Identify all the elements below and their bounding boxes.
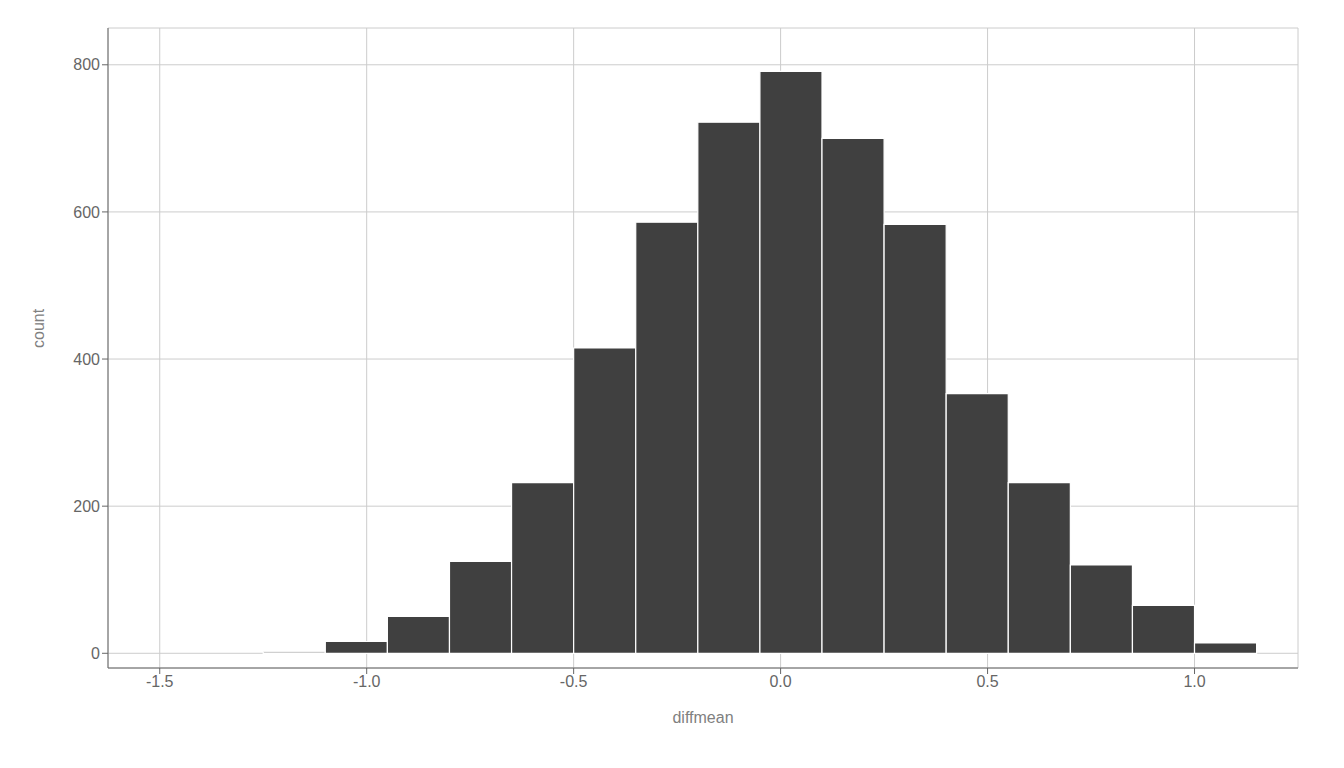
svg-text:count: count [30, 308, 47, 348]
svg-text:-1.0: -1.0 [353, 673, 381, 690]
svg-text:800: 800 [73, 56, 100, 73]
svg-text:0.5: 0.5 [976, 673, 998, 690]
svg-text:-0.5: -0.5 [560, 673, 588, 690]
svg-text:-1.5: -1.5 [146, 673, 174, 690]
svg-text:600: 600 [73, 204, 100, 221]
svg-text:diffmean: diffmean [672, 709, 733, 726]
svg-text:0.0: 0.0 [769, 673, 791, 690]
svg-text:1.0: 1.0 [1183, 673, 1205, 690]
svg-text:0: 0 [91, 645, 100, 662]
svg-text:200: 200 [73, 498, 100, 515]
svg-text:400: 400 [73, 351, 100, 368]
